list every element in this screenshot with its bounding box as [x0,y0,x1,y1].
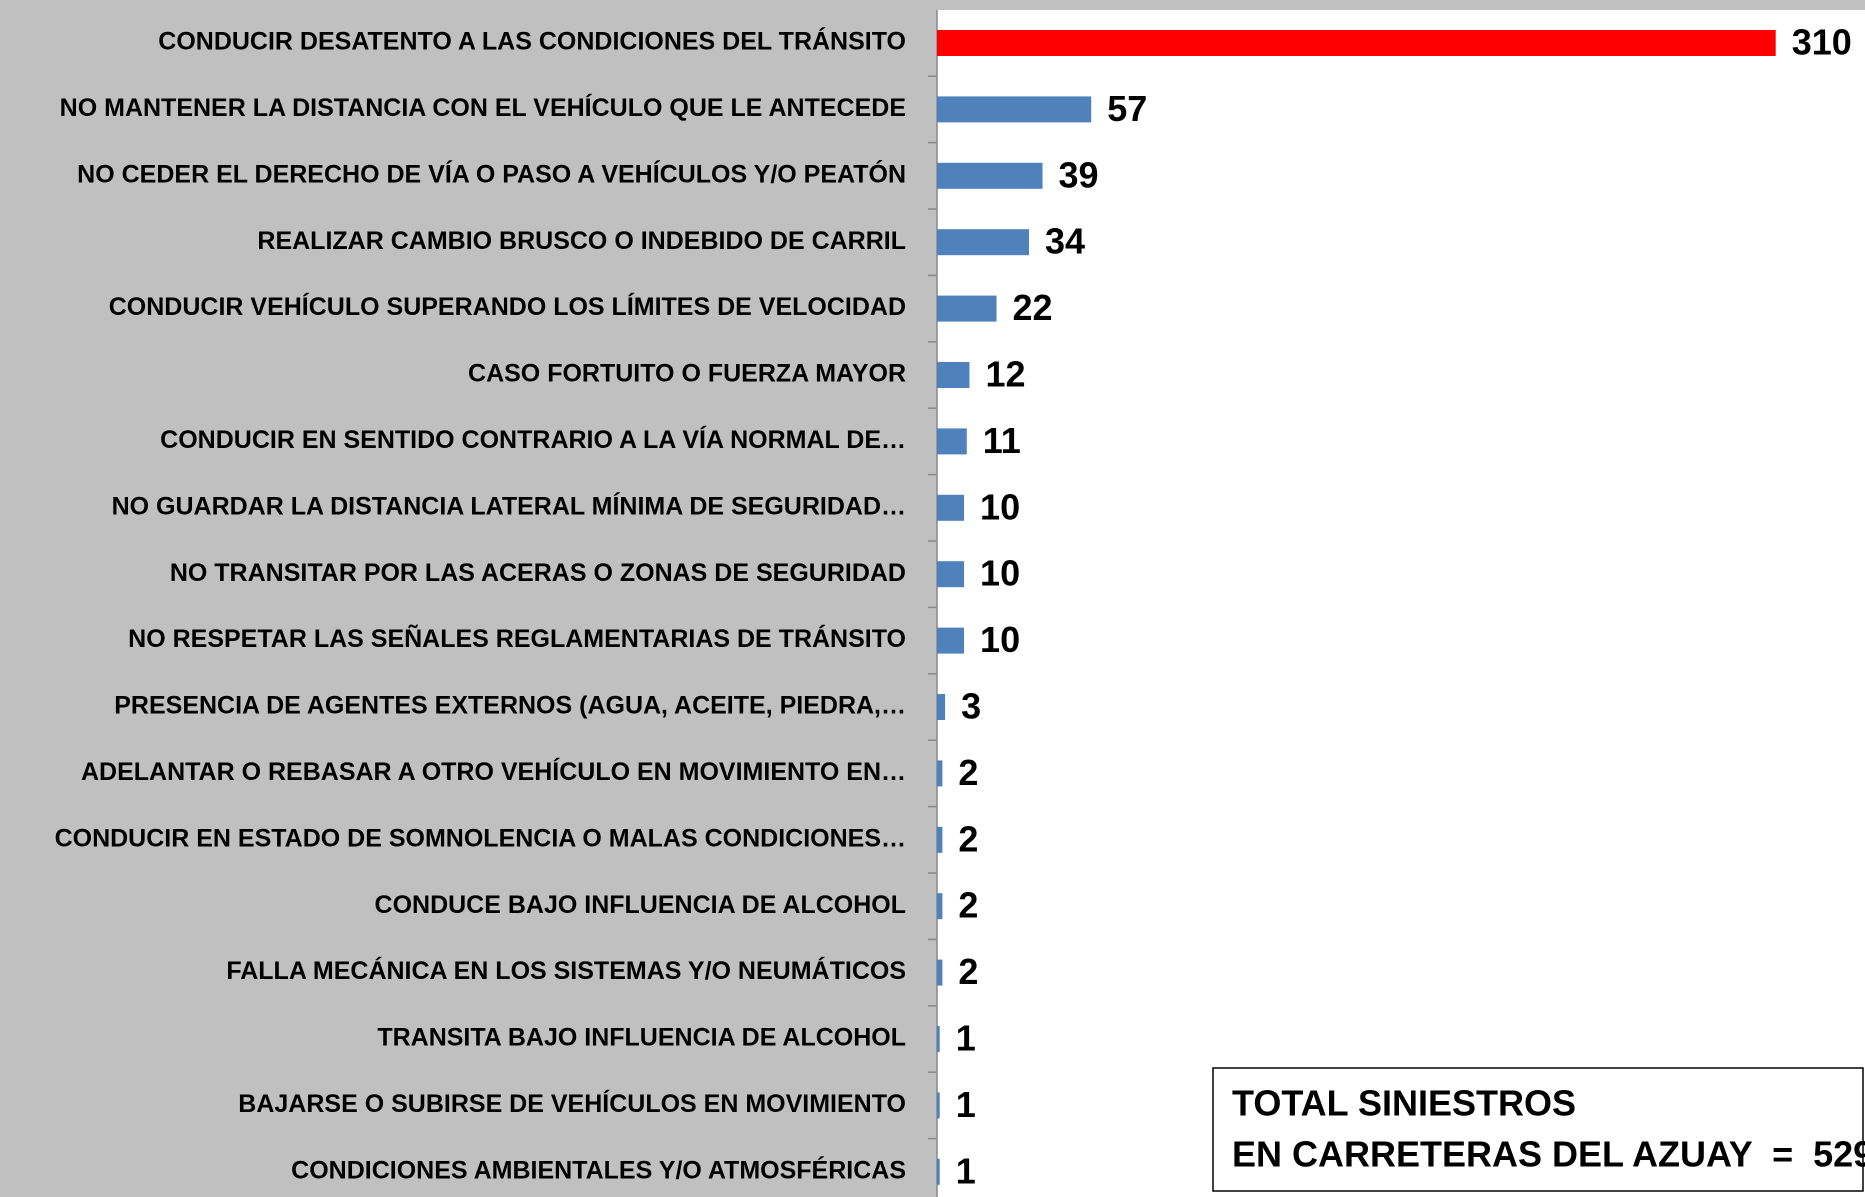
bar [937,893,943,920]
y-tick-label: TRANSITA BAJO INFLUENCIA DE ALCOHOL [377,1024,906,1052]
bar [937,826,943,853]
y-tick-label: CONDICIONES AMBIENTALES Y/O ATMOSFÉRICAS [291,1155,906,1184]
bar [937,229,1029,256]
bar [937,627,965,654]
annotation: EN CARRETERAS DEL AZUAY = 529 [1232,1134,1865,1175]
data-label: 1 [956,1084,976,1125]
y-tick-label: REALIZAR CAMBIO BRUSCO O INDEBIDO DE CAR… [257,227,906,255]
y-tick-label: ADELANTAR O REBASAR A OTRO VEHÍCULO EN M… [81,757,906,786]
bar [937,96,1092,123]
data-label: 12 [985,354,1025,395]
data-label: 3 [961,686,981,727]
data-label: 34 [1045,221,1085,262]
bar [937,694,946,720]
data-label: 22 [1013,287,1053,328]
y-tick-label: NO CEDER EL DERECHO DE VÍA O PASO A VEHÍ… [77,158,906,188]
bar [937,760,943,787]
bar [937,428,967,455]
data-label: 1 [956,1150,976,1191]
data-label: 57 [1107,88,1147,129]
y-tick-label: FALLA MECÁNICA EN LOS SISTEMAS Y/O NEUMÁ… [226,956,906,985]
y-tick-label: CONDUCIR VEHÍCULO SUPERANDO LOS LÍMITES … [109,292,906,321]
y-tick-label: CASO FORTUITO O FUERZA MAYOR [468,360,906,388]
data-label: 11 [983,420,1021,461]
bar [937,295,997,322]
annotation: TOTAL SINIESTROS [1232,1083,1576,1124]
y-tick-label: NO MANTENER LA DISTANCIA CON EL VEHÍCULO… [60,93,906,122]
y-tick-label: NO RESPETAR LAS SEÑALES REGLAMENTARIAS D… [128,623,906,653]
bar [937,1026,940,1052]
annotation-box [1212,1067,1864,1192]
y-tick-label: CONDUCIR EN ESTADO DE SOMNOLENCIA O MALA… [55,824,906,852]
y-tick-label: CONDUCIR DESATENTO A LAS CONDICIONES DEL… [158,27,906,56]
data-label: 10 [980,619,1020,660]
y-tick-label: NO GUARDAR LA DISTANCIA LATERAL MÍNIMA D… [112,491,906,520]
bar [937,162,1043,189]
data-label: 10 [980,553,1020,594]
bar [937,561,965,588]
data-label: 2 [958,752,978,793]
bar [937,362,970,388]
y-tick-label: NO TRANSITAR POR LAS ACERAS O ZONAS DE S… [170,559,906,587]
y-tick-label: BAJARSE O SUBIRSE DE VEHÍCULOS EN MOVIMI… [238,1089,906,1118]
y-tick-label: PRESENCIA DE AGENTES EXTERNOS (AGUA, ACE… [114,692,906,720]
data-label: 2 [958,951,978,992]
plot-area [937,10,1865,1197]
data-label: 2 [958,818,978,859]
y-tick-label: CONDUCIR EN SENTIDO CONTRARIO A LA VÍA N… [160,425,906,454]
data-label: 39 [1059,154,1099,195]
bar [937,494,965,521]
bar [937,959,943,986]
y-tick-label: CONDUCE BAJO INFLUENCIA DE ALCOHOL [375,891,906,919]
data-label: 10 [980,486,1020,527]
bar [937,1158,940,1185]
bar [937,30,1776,56]
data-label: 2 [958,885,978,926]
bar [937,1092,940,1119]
data-label: 310 [1792,22,1852,63]
data-label: 1 [956,1018,976,1059]
